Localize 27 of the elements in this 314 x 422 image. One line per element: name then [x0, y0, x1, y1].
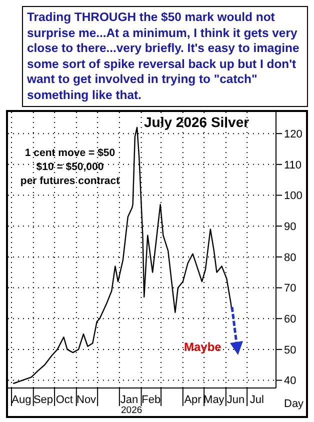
chart-title: July 2026 Silver — [144, 114, 250, 130]
x-tick-label: Nov — [76, 394, 97, 406]
y-tick-label: 110 — [284, 159, 302, 172]
x-tick-label: Aug — [12, 394, 32, 406]
annotation: Maybe — [184, 340, 222, 354]
y-tick-label: 100 — [284, 190, 302, 202]
x-tick-label: Sep — [33, 394, 54, 406]
x-tick-label: Apr — [184, 394, 202, 406]
x-tick-label: Jan — [120, 394, 138, 406]
x-tick-label: Jul — [250, 394, 264, 406]
chart-subtitle: Trading THROUGH the $50 mark would not surprise me...At a minimum, I think it gets very close to there...very briefly. It's easy to imagine some sort of spike reversal back up but I don't want to get involved in trying to "catch" something like that. — [22, 6, 308, 107]
annotation: 1 cent move = $50 — [24, 146, 116, 160]
x-tick-label: Jun — [226, 394, 245, 406]
y-tick-label: 120 — [284, 128, 302, 140]
text: Day — [284, 398, 304, 410]
x-axis-title: 2026 — [121, 405, 142, 416]
y-tick-label: 60 — [284, 314, 296, 326]
x-tick-label: Oct — [56, 394, 73, 406]
annotation: per futures contract — [19, 174, 121, 188]
y-tick-label: 80 — [284, 252, 296, 264]
y-tick-label: 50 — [284, 344, 296, 356]
annotation: $10 = $50,000 — [35, 160, 105, 174]
x-tick-label: May — [204, 394, 225, 406]
y-tick-label: 70 — [284, 282, 296, 295]
y-tick-label: 40 — [284, 375, 296, 388]
y-tick-label: 90 — [284, 221, 296, 234]
x-tick-label: Feb — [142, 394, 161, 406]
